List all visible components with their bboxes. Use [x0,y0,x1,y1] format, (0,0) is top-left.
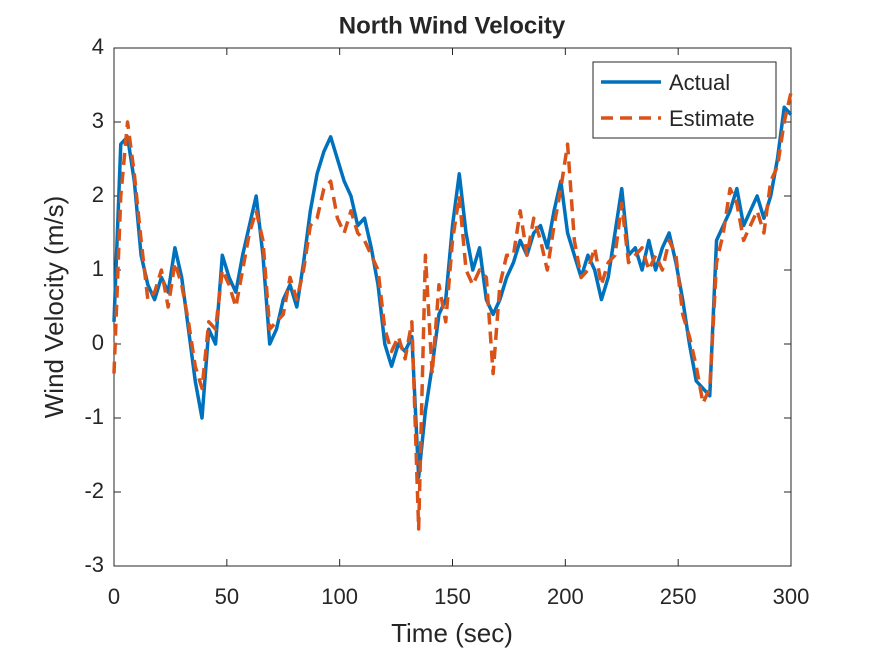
x-axis-label: Time (sec) [391,618,513,648]
legend-box [592,61,777,139]
legend-label: Actual [669,70,730,95]
y-axis-label: Wind Velocity (m/s) [39,196,69,419]
y-tick-label: 2 [92,182,104,207]
x-tick-label: 300 [773,584,810,609]
x-tick-label: 150 [434,584,471,609]
legend-label: Estimate [669,106,755,131]
y-tick-label: -2 [84,478,104,503]
x-tick-label: 0 [108,584,120,609]
y-tick-label: -1 [84,404,104,429]
data-line [112,92,793,531]
y-tick-label: 0 [92,330,104,355]
chart-title: North Wind Velocity [339,12,566,39]
x-tick-label: 200 [547,584,584,609]
y-tick-label: 1 [92,256,104,281]
x-tick-label: 50 [215,584,239,609]
y-tick-label: -3 [84,552,104,577]
y-tick-label: 3 [92,108,104,133]
x-tick-label: 100 [321,584,358,609]
y-tick-label: 4 [92,34,104,59]
x-tick-label: 250 [660,584,697,609]
